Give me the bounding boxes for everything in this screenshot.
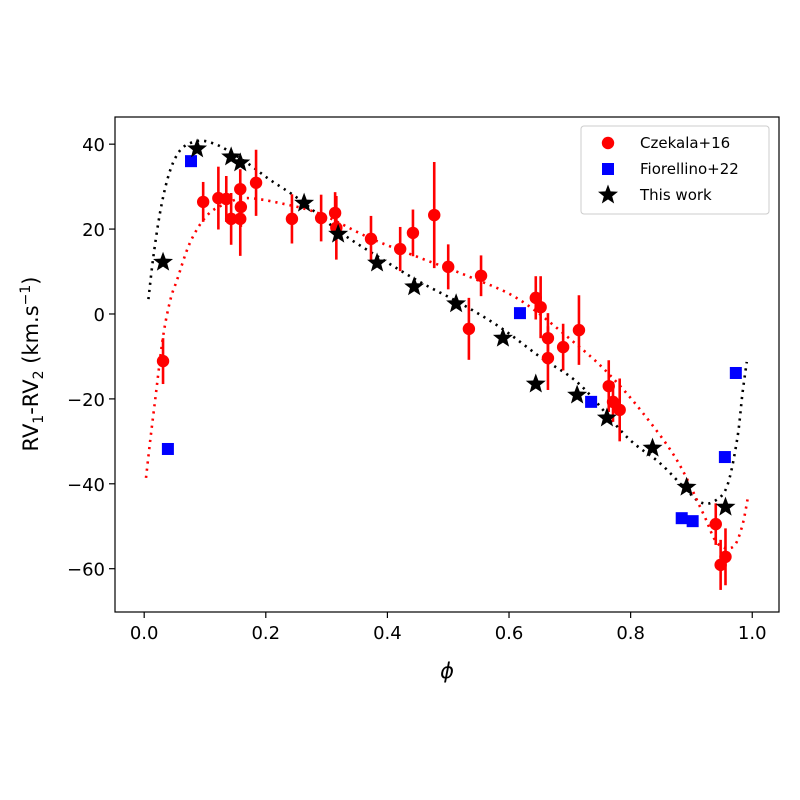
x-tick-label: 1.0	[738, 623, 767, 644]
czekala-point	[328, 206, 342, 220]
czekala-point	[406, 226, 420, 240]
x-axis-ticks: 0.0 0.2 0.4 0.6 0.8 1.0	[130, 612, 767, 644]
y-tick-label: 0	[94, 305, 105, 326]
x-tick-label: 0.6	[495, 623, 524, 644]
legend-circle-icon	[601, 136, 615, 150]
czekala-point	[285, 212, 299, 226]
y-label-sub1: 1	[31, 415, 47, 424]
x-axis-label: ϕ	[440, 659, 454, 683]
fiorellino-point	[585, 395, 598, 408]
y-tick-label: −20	[67, 390, 105, 411]
y-label-sub2: 2	[31, 370, 47, 379]
czekala-point	[541, 351, 555, 365]
y-label-sup: −1	[18, 285, 34, 306]
x-tick-label: 0.2	[251, 623, 280, 644]
fiorellino-point	[729, 366, 742, 379]
y-label-unit-close: )	[19, 277, 43, 285]
czekala-point	[196, 195, 210, 209]
czekala-point	[364, 232, 378, 246]
czekala-point	[234, 200, 248, 214]
this-work-point	[294, 192, 315, 212]
x-tick-label: 0.4	[373, 623, 402, 644]
this-work-point	[676, 476, 697, 496]
data-markers	[153, 138, 742, 572]
y-label-mid: -RV	[19, 379, 43, 415]
fiorellino-point	[675, 512, 688, 525]
this-work-point	[642, 437, 663, 457]
this-work-point	[715, 496, 736, 516]
czekala-point	[224, 212, 238, 226]
this-work-point	[404, 276, 425, 296]
czekala-point	[719, 550, 732, 564]
fiorellino-point	[718, 451, 731, 464]
czekala-point	[156, 354, 170, 368]
czekala-point	[462, 322, 476, 336]
y-label-base: RV	[19, 423, 43, 451]
this-work-point	[525, 373, 546, 393]
this-work-point	[230, 152, 251, 172]
legend-label: Czekala+16	[640, 134, 730, 152]
legend-label: Fiorellino+22	[640, 160, 739, 178]
y-label-unit-open: (km.s	[19, 305, 43, 370]
y-tick-label: −60	[67, 560, 105, 581]
czekala-point	[541, 331, 555, 345]
axes-frame	[114, 116, 780, 613]
this-work-point	[221, 146, 242, 166]
czekala-point	[442, 260, 455, 274]
czekala-point	[428, 208, 441, 222]
czekala-point	[314, 211, 328, 225]
legend-square-icon	[602, 163, 614, 175]
this-work-point	[446, 293, 467, 313]
this-work-point	[596, 407, 617, 427]
fiorellino-point	[686, 515, 699, 528]
czekala-point	[602, 379, 615, 393]
this-work-point	[153, 251, 174, 271]
this-work-point	[492, 327, 513, 347]
x-tick-label: 0.0	[130, 623, 159, 644]
czekala-point	[220, 192, 233, 206]
legend-label: This work	[639, 186, 712, 204]
fiorellino-point	[513, 307, 526, 320]
czekala-point	[709, 517, 722, 531]
czekala-point	[529, 291, 542, 305]
fiorellino-point	[185, 155, 198, 168]
czekala-point	[249, 176, 263, 190]
y-axis-ticks: −60 −40 −20 0 20 40	[67, 135, 115, 581]
czekala-point	[234, 212, 247, 226]
y-tick-label: 20	[82, 220, 105, 241]
model-curve-this-work	[147, 139, 749, 506]
legend-star-icon	[598, 184, 618, 204]
this-work-point	[187, 138, 208, 158]
this-work-point	[567, 384, 588, 404]
fiorellino-point	[161, 442, 174, 455]
this-work-point	[328, 223, 349, 243]
y-tick-label: 40	[82, 135, 105, 156]
y-tick-label: −40	[67, 475, 105, 496]
czekala-point	[234, 182, 247, 196]
czekala-point	[474, 269, 488, 282]
czekala-point	[572, 323, 586, 337]
czekala-point	[393, 242, 407, 256]
x-tick-label: 0.8	[616, 623, 645, 644]
legend-box	[580, 125, 770, 215]
czekala-point	[556, 340, 570, 354]
czekala-point	[534, 300, 547, 314]
czekala-point	[613, 403, 626, 417]
legend: Czekala+16 Fiorellino+22 This work	[580, 125, 770, 215]
y-axis-label: RV1-RV2 (km.s−1)	[18, 277, 47, 452]
this-work-point	[367, 252, 388, 272]
